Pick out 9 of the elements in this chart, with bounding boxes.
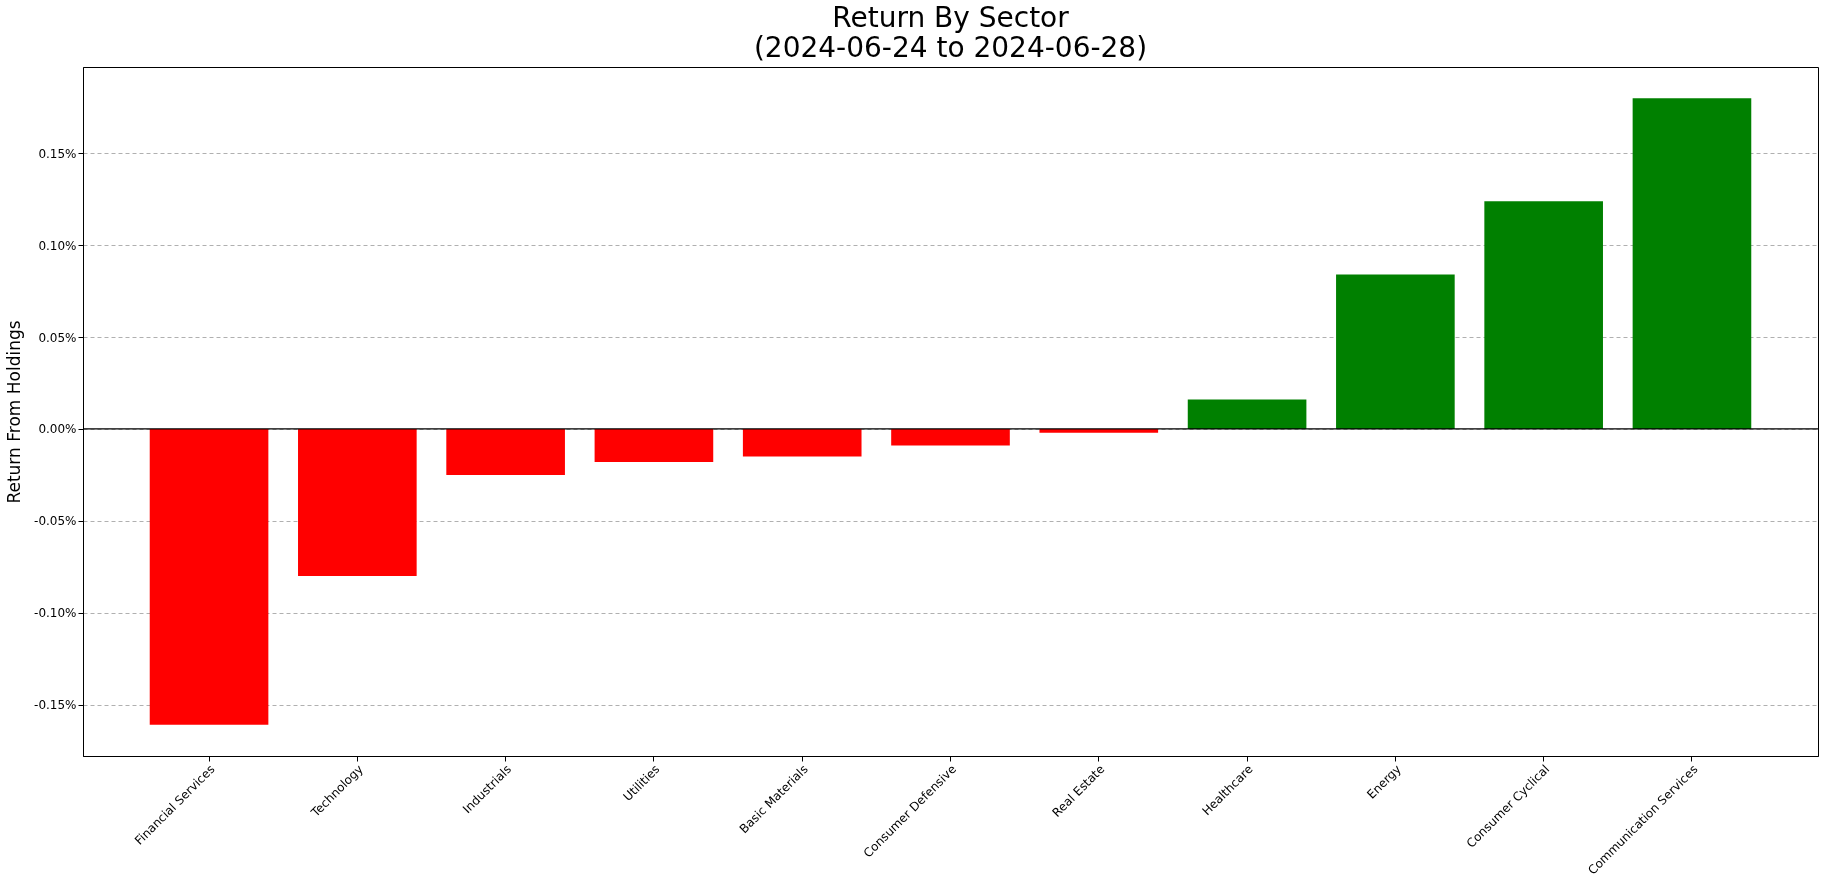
y-tick-label: 0.15% [38,146,77,161]
y-tick-label: -0.10% [34,606,77,621]
y-tick-label: 0.05% [38,330,77,345]
y-tick-label: -0.05% [34,514,77,529]
y-axis-title: Return From Holdings [4,320,25,504]
y-tick-label: 0.10% [38,238,77,253]
y-tick-label: -0.15% [34,698,77,713]
chart-title: Return By Sector [832,1,1070,34]
y-tick-label: 0.00% [38,422,77,437]
